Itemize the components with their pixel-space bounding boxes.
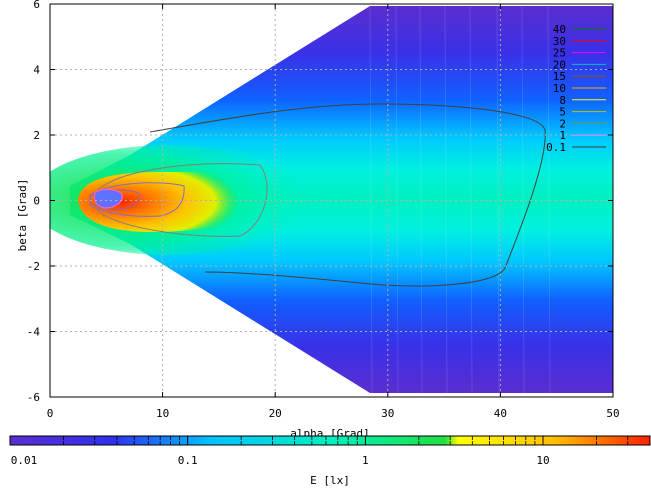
legend-label: 40	[553, 23, 566, 36]
legend-label: 30	[553, 35, 566, 48]
y-tick-label: 6	[33, 0, 40, 11]
y-tick-label: 0	[33, 195, 40, 208]
legend-label: 10	[553, 82, 566, 95]
y-axis: -6 -4 -2 0 2 4 6	[27, 0, 613, 404]
y-axis-label: beta [Grad]	[16, 179, 29, 252]
y-tick-label: -4	[27, 326, 41, 339]
contour-1	[97, 163, 268, 237]
contour-peak	[93, 188, 123, 209]
colorbar	[9, 435, 651, 446]
legend-label: 20	[553, 58, 566, 71]
contour-2	[89, 182, 185, 217]
grid	[50, 4, 613, 397]
y-tick-label: 2	[33, 129, 40, 142]
x-tick-label: 30	[381, 407, 394, 420]
heatmap-field	[50, 5, 613, 394]
x-tick-label: 10	[156, 407, 169, 420]
y-tick-label: 4	[33, 64, 40, 77]
legend-label: 1	[559, 129, 566, 142]
colorbar-tick-label: 1	[362, 454, 369, 467]
legend-label: 25	[553, 47, 566, 60]
colorbar-tick-label: 0.1	[178, 454, 198, 467]
illuminated-region	[70, 6, 613, 393]
x-tick-label: 0	[47, 407, 54, 420]
step-edges	[369, 5, 551, 394]
colorbar-tick-label: 10	[536, 454, 549, 467]
legend-label: 2	[559, 117, 566, 130]
y-tick-label: -2	[27, 260, 40, 273]
legend-label: 5	[559, 106, 566, 119]
hot-region	[78, 171, 240, 232]
legend-label: 15	[553, 70, 566, 83]
y-tick-label: -6	[27, 391, 40, 404]
contour-0.1	[149, 103, 546, 287]
colorbar-label: E [lx]	[310, 474, 350, 486]
x-tick-label: 40	[494, 407, 507, 420]
x-tick-label: 50	[606, 407, 619, 420]
colorbar-ticks: 0.01 0.1 1 10	[9, 436, 651, 467]
colorbar-tick-label: 0.01	[11, 454, 38, 467]
legend-label: 0.1	[546, 141, 566, 154]
contour-5	[89, 189, 141, 211]
legend-label: 8	[559, 94, 566, 107]
x-axis: 0 10 20 30 40 50	[47, 4, 620, 420]
x-tick-label: 20	[269, 407, 282, 420]
